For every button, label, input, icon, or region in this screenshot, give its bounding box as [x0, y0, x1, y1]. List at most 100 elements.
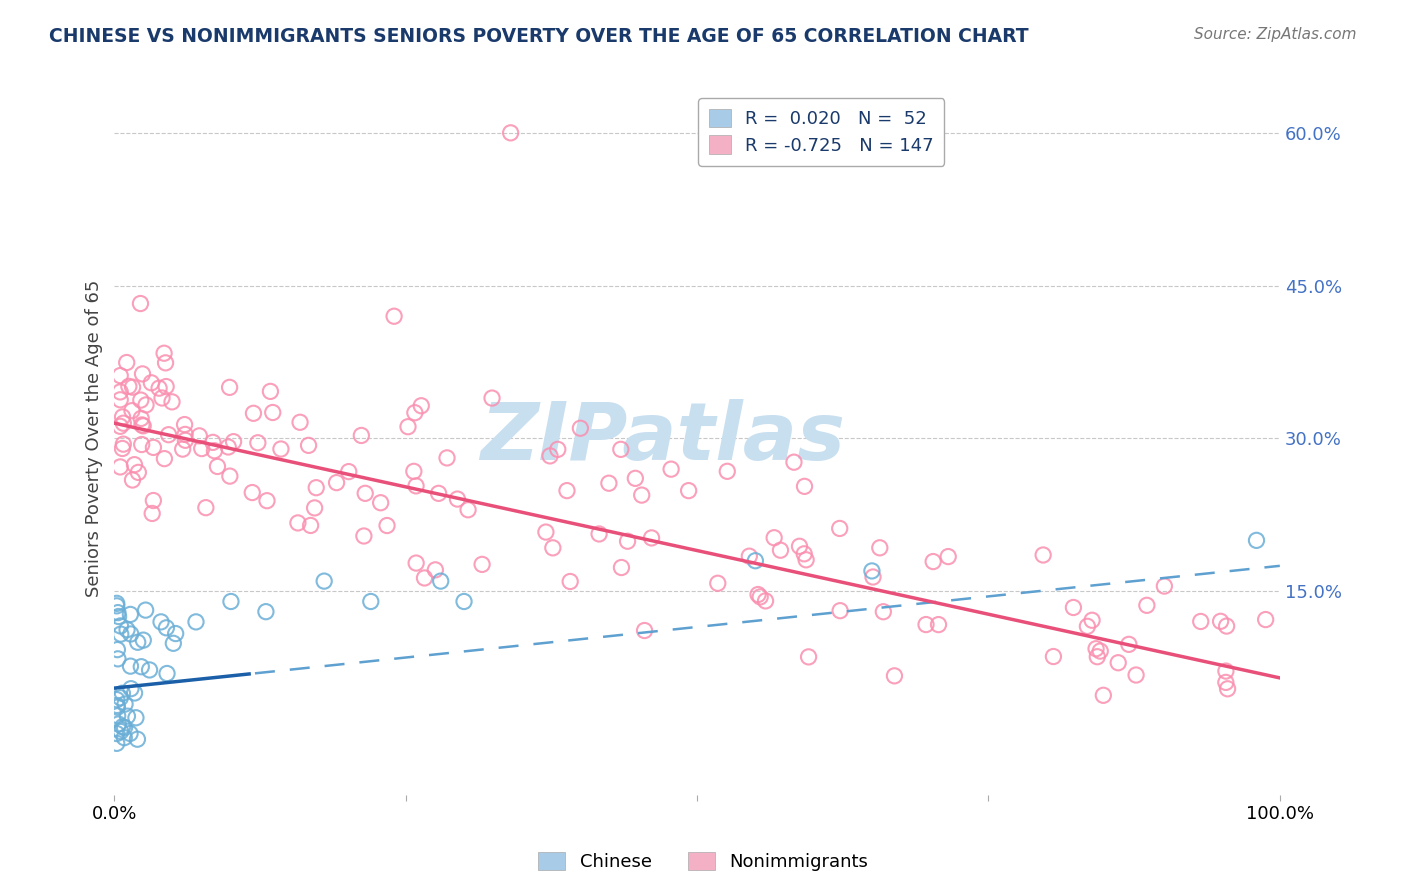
Point: [797, 649, 820, 664]
Point: [1107, 656, 1129, 670]
Point: [1254, 613, 1277, 627]
Point: [297, 438, 319, 452]
Point: [194, 500, 217, 515]
Point: [382, 310, 405, 324]
Point: [218, 469, 240, 483]
Legend: R =  0.020   N =  52, R = -0.725   N = 147: R = 0.020 N = 52, R = -0.725 N = 147: [697, 98, 945, 166]
Point: [1153, 579, 1175, 593]
Text: CHINESE VS NONIMMIGRANTS SENIORS POVERTY OVER THE AGE OF 65 CORRELATION CHART: CHINESE VS NONIMMIGRANTS SENIORS POVERTY…: [49, 27, 1029, 45]
Point: [1085, 649, 1108, 664]
Point: [222, 434, 245, 449]
Point: [105, 698, 128, 713]
Point: [124, 686, 146, 700]
Point: [256, 493, 278, 508]
Point: [1062, 600, 1084, 615]
Point: [110, 392, 132, 407]
Point: [242, 406, 264, 420]
Point: [246, 435, 269, 450]
Point: [610, 442, 633, 457]
Point: [153, 346, 176, 360]
Point: [304, 500, 326, 515]
Point: [707, 576, 730, 591]
Point: [413, 571, 436, 585]
Text: Source: ZipAtlas.com: Source: ZipAtlas.com: [1194, 27, 1357, 42]
Point: [1209, 615, 1232, 629]
Point: [115, 623, 138, 637]
Point: [120, 681, 142, 696]
Point: [155, 379, 177, 393]
Legend: Chinese, Nonimmigrants: Chinese, Nonimmigrants: [530, 845, 876, 879]
Point: [120, 627, 142, 641]
Point: [127, 635, 149, 649]
Point: [353, 529, 375, 543]
Point: [1032, 548, 1054, 562]
Point: [155, 621, 177, 635]
Point: [111, 720, 134, 734]
Point: [117, 709, 139, 723]
Point: [142, 493, 165, 508]
Point: [184, 615, 207, 629]
Point: [270, 442, 292, 456]
Point: [107, 652, 129, 666]
Point: [129, 411, 152, 425]
Point: [749, 590, 772, 604]
Point: [624, 471, 647, 485]
Point: [110, 419, 132, 434]
Point: [110, 690, 132, 705]
Point: [375, 518, 398, 533]
Point: [160, 395, 183, 409]
Point: [411, 399, 433, 413]
Point: [141, 376, 163, 390]
Point: [172, 442, 194, 456]
Point: [112, 416, 135, 430]
Point: [429, 574, 451, 588]
Point: [262, 405, 284, 419]
Point: [499, 126, 522, 140]
Point: [105, 692, 128, 706]
Point: [132, 418, 155, 433]
Point: [110, 459, 132, 474]
Point: [217, 440, 239, 454]
Point: [112, 437, 135, 451]
Point: [125, 711, 148, 725]
Point: [928, 617, 950, 632]
Point: [404, 406, 426, 420]
Point: [1081, 613, 1104, 627]
Point: [716, 464, 738, 478]
Point: [1092, 688, 1115, 702]
Point: [783, 455, 806, 469]
Point: [354, 486, 377, 500]
Point: [110, 619, 132, 633]
Point: [165, 626, 187, 640]
Point: [598, 476, 620, 491]
Point: [287, 516, 309, 530]
Point: [314, 574, 336, 588]
Point: [105, 736, 128, 750]
Point: [453, 594, 475, 608]
Point: [763, 531, 786, 545]
Point: [188, 429, 211, 443]
Point: [105, 700, 128, 714]
Point: [555, 483, 578, 498]
Point: [110, 368, 132, 383]
Point: [121, 380, 143, 394]
Point: [541, 541, 564, 555]
Point: [872, 605, 894, 619]
Point: [405, 479, 427, 493]
Point: [114, 721, 136, 735]
Point: [370, 496, 392, 510]
Point: [325, 475, 347, 490]
Point: [120, 726, 142, 740]
Point: [1042, 649, 1064, 664]
Point: [610, 560, 633, 574]
Point: [111, 686, 134, 700]
Point: [1136, 599, 1159, 613]
Point: [1215, 664, 1237, 678]
Point: [138, 663, 160, 677]
Point: [744, 554, 766, 568]
Point: [569, 421, 592, 435]
Point: [135, 398, 157, 412]
Point: [218, 380, 240, 394]
Point: [588, 527, 610, 541]
Point: [630, 488, 652, 502]
